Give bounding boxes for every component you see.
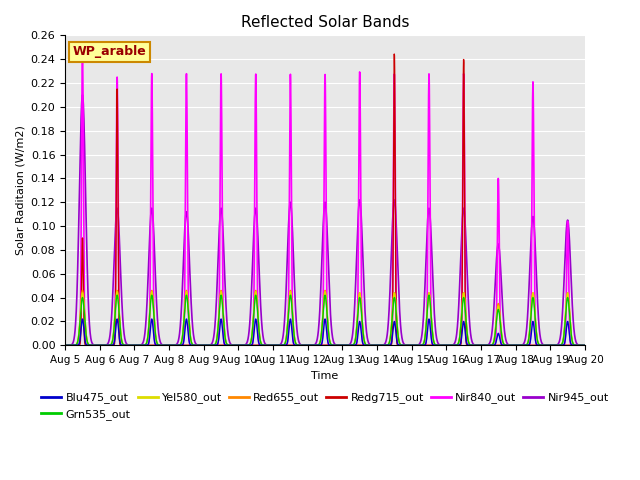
Red655_out bbox=[121, 342, 129, 348]
Nir840_out bbox=[581, 342, 589, 348]
Redg715_out bbox=[120, 342, 128, 348]
Nir945_out bbox=[284, 258, 291, 264]
Y-axis label: Solar Raditaion (W/m2): Solar Raditaion (W/m2) bbox=[15, 125, 25, 255]
Line: Yel580_out: Yel580_out bbox=[65, 292, 585, 345]
Redg715_out bbox=[61, 342, 69, 348]
Yel580_out bbox=[581, 342, 589, 348]
Blu475_out bbox=[581, 342, 589, 348]
Redg715_out bbox=[515, 342, 523, 348]
X-axis label: Time: Time bbox=[312, 371, 339, 381]
Yel580_out bbox=[113, 289, 121, 295]
Yel580_out bbox=[152, 331, 159, 337]
Redg715_out bbox=[390, 51, 398, 57]
Nir840_out bbox=[284, 341, 291, 347]
Line: Red655_out: Red655_out bbox=[65, 290, 585, 345]
Yel580_out bbox=[61, 342, 69, 348]
Nir840_out bbox=[515, 342, 523, 348]
Red655_out bbox=[261, 342, 269, 348]
Nir945_out bbox=[571, 334, 579, 340]
Blu475_out bbox=[261, 342, 269, 348]
Blu475_out bbox=[571, 342, 579, 348]
Nir840_out bbox=[571, 342, 579, 348]
Blu475_out bbox=[515, 342, 523, 348]
Blu475_out bbox=[79, 316, 86, 322]
Grn535_out bbox=[152, 332, 159, 337]
Red655_out bbox=[571, 342, 579, 348]
Yel580_out bbox=[121, 342, 129, 348]
Yel580_out bbox=[515, 342, 523, 348]
Grn535_out bbox=[581, 342, 589, 348]
Grn535_out bbox=[113, 292, 121, 298]
Blu475_out bbox=[152, 342, 159, 348]
Red655_out bbox=[284, 326, 291, 332]
Nir945_out bbox=[121, 335, 129, 340]
Redg715_out bbox=[581, 342, 589, 348]
Blu475_out bbox=[121, 342, 129, 348]
Grn535_out bbox=[61, 342, 69, 348]
Text: WP_arable: WP_arable bbox=[73, 46, 147, 59]
Line: Redg715_out: Redg715_out bbox=[65, 54, 585, 345]
Grn535_out bbox=[515, 342, 523, 348]
Nir840_out bbox=[152, 342, 159, 348]
Red655_out bbox=[152, 331, 159, 336]
Nir945_out bbox=[79, 92, 86, 98]
Grn535_out bbox=[284, 327, 291, 333]
Line: Blu475_out: Blu475_out bbox=[65, 319, 585, 345]
Blu475_out bbox=[284, 341, 291, 347]
Title: Reflected Solar Bands: Reflected Solar Bands bbox=[241, 15, 410, 30]
Nir945_out bbox=[152, 274, 159, 279]
Line: Nir945_out: Nir945_out bbox=[65, 95, 585, 345]
Nir840_out bbox=[121, 342, 129, 348]
Grn535_out bbox=[121, 342, 129, 348]
Redg715_out bbox=[261, 342, 269, 348]
Nir945_out bbox=[61, 342, 69, 348]
Redg715_out bbox=[572, 342, 579, 348]
Red655_out bbox=[61, 342, 69, 348]
Nir945_out bbox=[261, 340, 269, 346]
Red655_out bbox=[79, 288, 86, 293]
Yel580_out bbox=[571, 342, 579, 348]
Nir945_out bbox=[515, 342, 523, 348]
Redg715_out bbox=[145, 342, 153, 348]
Grn535_out bbox=[261, 342, 269, 348]
Line: Grn535_out: Grn535_out bbox=[65, 295, 585, 345]
Yel580_out bbox=[261, 342, 269, 348]
Yel580_out bbox=[284, 326, 291, 332]
Nir840_out bbox=[79, 50, 86, 56]
Nir840_out bbox=[61, 342, 69, 348]
Redg715_out bbox=[284, 342, 291, 348]
Line: Nir840_out: Nir840_out bbox=[65, 53, 585, 345]
Nir840_out bbox=[261, 342, 269, 348]
Red655_out bbox=[581, 342, 589, 348]
Red655_out bbox=[515, 342, 523, 348]
Nir945_out bbox=[581, 342, 589, 348]
Legend: Blu475_out, Grn535_out, Yel580_out, Red655_out, Redg715_out, Nir840_out, Nir945_: Blu475_out, Grn535_out, Yel580_out, Red6… bbox=[37, 388, 613, 424]
Redg715_out bbox=[152, 342, 159, 348]
Blu475_out bbox=[61, 342, 69, 348]
Grn535_out bbox=[571, 342, 579, 348]
